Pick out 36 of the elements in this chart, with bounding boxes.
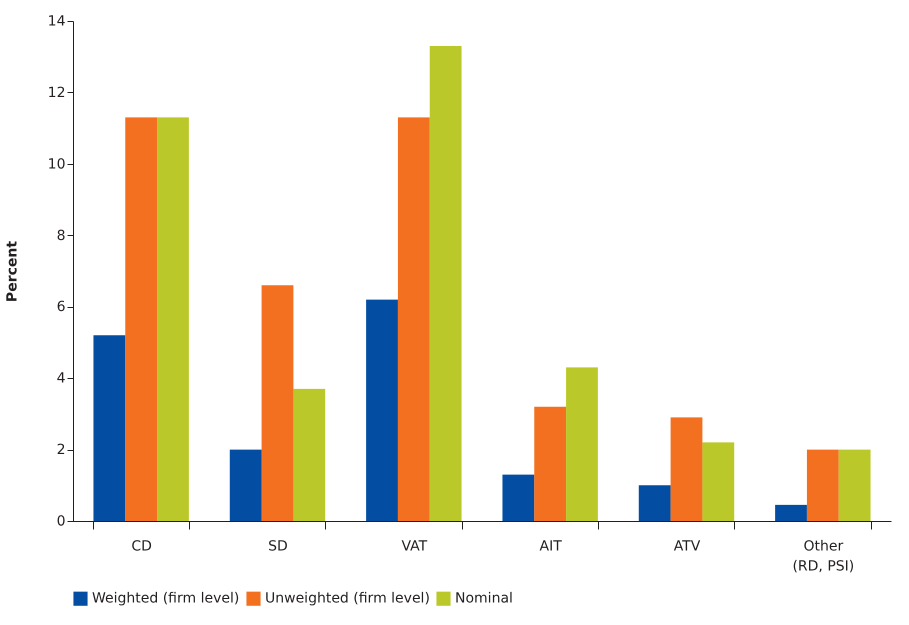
y-tick-label: 6	[56, 299, 66, 316]
bar	[262, 285, 294, 521]
x-tick-label: SD	[268, 538, 288, 554]
legend-label: Weighted (firm level)	[92, 590, 240, 607]
bar	[806, 450, 839, 521]
bar	[670, 417, 702, 521]
y-tick-label: 4	[56, 370, 66, 387]
x-tick-label: Other (RD, PSI)	[792, 538, 854, 574]
bar	[398, 117, 430, 521]
y-tick-label: 2	[56, 442, 66, 458]
bar	[775, 504, 807, 521]
bar	[293, 388, 326, 521]
bar	[430, 46, 462, 521]
y-axis-title: Percent	[4, 240, 21, 302]
y-tick-label: 8	[56, 228, 66, 244]
bar	[566, 367, 598, 521]
x-tick-label: VAT	[401, 538, 428, 554]
legend-label: Unweighted (firm level)	[265, 590, 430, 607]
bar	[157, 117, 189, 521]
bar	[93, 335, 126, 521]
bar	[702, 442, 734, 521]
bar	[125, 117, 158, 521]
bar	[366, 300, 398, 521]
y-tick-label: 14	[48, 14, 66, 30]
bar	[502, 474, 534, 521]
y-tick-label: 12	[48, 84, 66, 101]
y-tick-label: 0	[56, 514, 66, 530]
bar	[534, 406, 566, 521]
bar	[838, 450, 871, 521]
legend-label: Nominal	[455, 590, 513, 607]
x-tick-label: ATV	[674, 538, 701, 554]
bar	[638, 485, 671, 521]
bar	[230, 450, 262, 521]
x-tick-label: AIT	[540, 538, 562, 554]
x-tick-label: CD	[131, 538, 152, 554]
y-tick-label: 10	[48, 156, 66, 172]
